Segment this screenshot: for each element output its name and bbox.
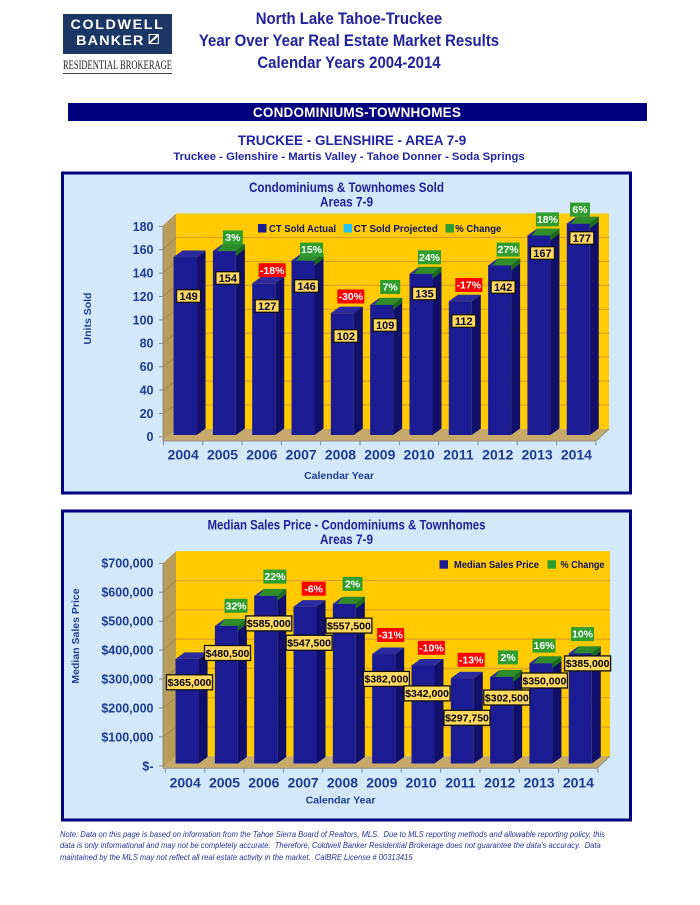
svg-text:$500,000: $500,000 <box>101 615 153 629</box>
svg-text:2006: 2006 <box>248 775 279 791</box>
svg-text:40: 40 <box>140 383 154 397</box>
svg-text:2007: 2007 <box>286 447 317 463</box>
svg-text:2006: 2006 <box>246 447 277 463</box>
svg-text:16%: 16% <box>533 640 555 652</box>
svg-text:167: 167 <box>533 248 551 260</box>
svg-text:% Change: % Change <box>561 560 605 571</box>
svg-text:$480,500: $480,500 <box>206 648 250 660</box>
svg-text:2004: 2004 <box>168 447 199 463</box>
svg-text:10%: 10% <box>572 629 594 641</box>
svg-text:102: 102 <box>337 331 355 343</box>
svg-text:$400,000: $400,000 <box>101 644 153 658</box>
svg-text:$585,000: $585,000 <box>247 618 291 630</box>
svg-text:32%: 32% <box>225 600 247 612</box>
svg-text:22%: 22% <box>264 571 286 583</box>
svg-text:$-: $- <box>142 759 153 773</box>
svg-text:2%: 2% <box>500 652 516 664</box>
svg-text:Calendar Year: Calendar Year <box>306 795 376 807</box>
svg-text:Condominiums & Townhomes Sold: Condominiums & Townhomes Sold <box>249 179 444 195</box>
svg-text:2009: 2009 <box>366 775 397 791</box>
svg-text:-10%: -10% <box>419 642 444 654</box>
svg-text:2008: 2008 <box>327 775 358 791</box>
svg-text:-13%: -13% <box>459 654 484 666</box>
svg-text:60: 60 <box>140 360 154 374</box>
svg-text:177: 177 <box>573 233 591 245</box>
svg-text:-31%: -31% <box>378 630 403 642</box>
svg-text:$200,000: $200,000 <box>101 701 153 715</box>
svg-text:$600,000: $600,000 <box>101 586 153 600</box>
svg-text:Median Sales Price - Condomini: Median Sales Price - Condominiums & Town… <box>208 517 486 533</box>
svg-text:6%: 6% <box>572 204 588 216</box>
svg-text:154: 154 <box>219 273 238 285</box>
svg-text:Median Sales Price: Median Sales Price <box>454 560 539 571</box>
svg-text:Areas 7-9: Areas 7-9 <box>320 531 373 547</box>
svg-text:2010: 2010 <box>406 775 437 791</box>
svg-text:127: 127 <box>258 301 276 313</box>
svg-text:20: 20 <box>140 407 154 421</box>
svg-text:180: 180 <box>133 220 154 234</box>
svg-text:$547,500: $547,500 <box>287 638 331 650</box>
svg-text:2014: 2014 <box>563 775 594 791</box>
svg-text:2012: 2012 <box>484 775 515 791</box>
svg-text:$557,500: $557,500 <box>327 620 371 632</box>
svg-text:0: 0 <box>147 430 154 444</box>
svg-text:2012: 2012 <box>482 447 513 463</box>
svg-text:2008: 2008 <box>325 447 356 463</box>
svg-text:149: 149 <box>179 291 197 303</box>
svg-text:3%: 3% <box>225 232 241 244</box>
svg-text:24%: 24% <box>419 252 441 264</box>
svg-text:109: 109 <box>376 320 394 332</box>
svg-text:-30%: -30% <box>339 291 364 303</box>
svg-text:$382,000: $382,000 <box>365 674 409 686</box>
svg-text:140: 140 <box>133 267 154 281</box>
svg-text:2%: 2% <box>345 579 361 591</box>
svg-text:CT Sold Actual: CT Sold Actual <box>269 224 336 235</box>
svg-text:120: 120 <box>133 290 154 304</box>
svg-text:$700,000: $700,000 <box>101 557 153 571</box>
svg-text:-18%: -18% <box>260 265 285 277</box>
svg-text:$385,000: $385,000 <box>566 658 610 670</box>
svg-text:$300,000: $300,000 <box>101 672 153 686</box>
svg-text:80: 80 <box>140 337 154 351</box>
svg-text:-6%: -6% <box>304 583 323 595</box>
svg-text:2014: 2014 <box>561 447 592 463</box>
svg-text:Median Sales Price: Median Sales Price <box>70 588 82 683</box>
svg-text:$365,000: $365,000 <box>168 677 212 689</box>
svg-text:2011: 2011 <box>445 775 476 791</box>
svg-text:$297,750: $297,750 <box>445 713 489 725</box>
svg-text:146: 146 <box>297 281 315 293</box>
svg-text:$100,000: $100,000 <box>101 730 153 744</box>
svg-text:2005: 2005 <box>209 775 240 791</box>
svg-text:Calendar Year: Calendar Year <box>304 470 374 482</box>
svg-text:18%: 18% <box>537 214 559 226</box>
svg-text:27%: 27% <box>498 244 520 256</box>
svg-text:2009: 2009 <box>364 447 395 463</box>
svg-text:$342,000: $342,000 <box>405 688 449 700</box>
svg-text:% Change: % Change <box>455 224 501 235</box>
svg-text:2011: 2011 <box>443 447 474 463</box>
svg-text:2005: 2005 <box>207 447 238 463</box>
svg-text:2010: 2010 <box>404 447 435 463</box>
svg-text:Units Sold: Units Sold <box>82 293 94 345</box>
svg-text:2013: 2013 <box>524 775 555 791</box>
svg-text:7%: 7% <box>383 282 399 294</box>
svg-text:160: 160 <box>133 243 154 257</box>
svg-text:2004: 2004 <box>170 775 201 791</box>
svg-text:$350,000: $350,000 <box>523 675 567 687</box>
svg-text:$302,500: $302,500 <box>485 692 529 704</box>
svg-text:2007: 2007 <box>288 775 319 791</box>
svg-text:CT Sold Projected: CT Sold Projected <box>354 224 438 235</box>
svg-text:Areas 7-9: Areas 7-9 <box>320 194 373 210</box>
svg-text:112: 112 <box>455 316 473 328</box>
svg-text:135: 135 <box>415 288 433 300</box>
svg-text:100: 100 <box>133 313 154 327</box>
svg-text:2013: 2013 <box>522 447 553 463</box>
svg-text:15%: 15% <box>301 244 323 256</box>
svg-text:-17%: -17% <box>457 280 482 292</box>
svg-text:142: 142 <box>494 282 512 294</box>
